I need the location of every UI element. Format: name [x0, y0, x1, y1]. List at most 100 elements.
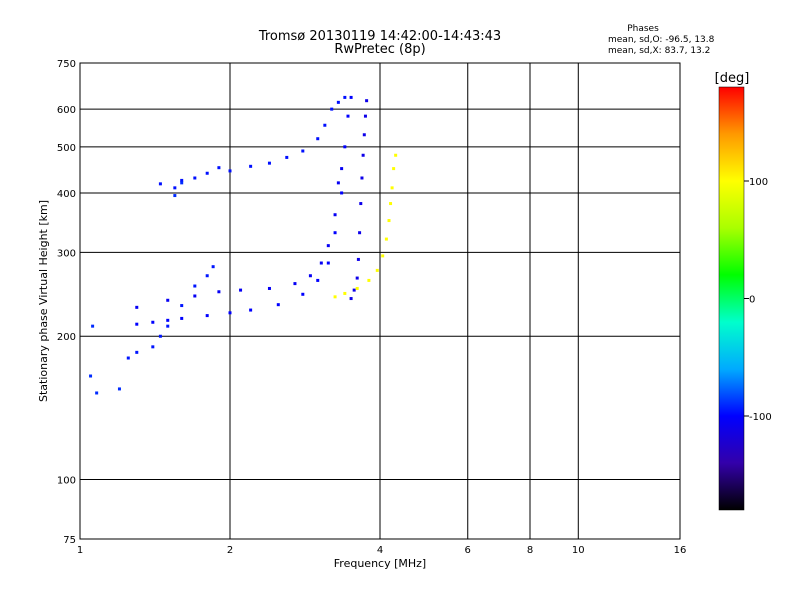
data-point	[343, 95, 347, 99]
data-point	[173, 194, 177, 198]
data-point	[293, 282, 297, 286]
y-tick-label: 100	[57, 476, 76, 487]
x-axis-ticks: 1 2 4 6 8 10 16	[77, 545, 687, 556]
data-point	[135, 305, 139, 309]
data-point	[333, 213, 337, 217]
data-point	[384, 237, 388, 241]
data-point	[359, 202, 363, 206]
colorbar-label: [deg]	[715, 71, 750, 86]
data-point	[117, 387, 121, 391]
data-point	[330, 107, 334, 111]
data-point	[361, 153, 365, 157]
data-point	[392, 167, 396, 171]
data-point	[211, 265, 215, 269]
data-point	[151, 345, 155, 349]
data-point	[249, 164, 253, 168]
grid-lines	[80, 63, 680, 539]
y-tick-label: 600	[57, 105, 76, 116]
y-tick-label: 300	[57, 248, 76, 259]
y-tick-label: 75	[63, 535, 76, 546]
data-point	[193, 294, 197, 298]
data-point	[363, 114, 367, 118]
data-point	[326, 244, 330, 248]
data-point	[336, 181, 340, 185]
chart-header: Tromsø 20130119 14:42:00-14:43:43 RwPret…	[258, 29, 501, 57]
x-tick-label: 1	[77, 545, 83, 556]
data-point	[180, 316, 184, 320]
data-point	[390, 186, 394, 190]
data-point	[166, 318, 170, 322]
x-tick-label: 8	[527, 545, 533, 556]
x-axis-label: Frequency [MHz]	[334, 557, 426, 570]
data-point	[228, 311, 232, 315]
data-point	[362, 133, 366, 137]
data-point	[135, 322, 139, 326]
data-point	[151, 320, 155, 324]
x-tick-label: 10	[572, 545, 585, 556]
data-point	[340, 167, 344, 171]
y-tick-label: 200	[57, 332, 76, 343]
data-point	[308, 274, 312, 278]
data-point	[349, 297, 353, 301]
stats-title: Phases	[627, 24, 659, 34]
data-point	[319, 261, 323, 265]
data-point	[355, 276, 359, 280]
data-point	[333, 295, 337, 299]
data-point	[336, 100, 340, 104]
x-tick-label: 2	[227, 545, 233, 556]
data-point	[91, 324, 95, 328]
data-point	[394, 153, 398, 157]
data-point	[276, 303, 280, 307]
data-point	[205, 314, 209, 318]
data-point	[301, 292, 305, 296]
data-point	[158, 182, 162, 186]
data-point	[193, 284, 197, 288]
data-point	[387, 219, 391, 223]
phase-stats: Phases mean, sd,O: -96.5, 13.8 mean, sd,…	[608, 24, 715, 56]
data-point	[217, 166, 221, 170]
data-point	[89, 374, 93, 378]
data-point	[365, 99, 369, 103]
stats-line-x: mean, sd,X: 83.7, 13.2	[608, 46, 710, 56]
data-point	[205, 274, 209, 278]
data-point	[239, 288, 243, 292]
data-point	[228, 169, 232, 173]
data-point	[343, 145, 347, 149]
data-point	[126, 356, 130, 360]
y-axis-label: Stationary phase Virtual Height [km]	[37, 200, 50, 402]
data-point	[95, 391, 99, 395]
data-point	[301, 149, 305, 153]
colorbar-tick-label: 100	[749, 177, 768, 188]
data-point	[267, 286, 271, 290]
data-point	[180, 304, 184, 308]
data-point	[360, 176, 364, 180]
x-tick-label: 4	[377, 545, 383, 556]
data-point	[158, 334, 162, 338]
colorbar-tick-label: -100	[749, 412, 772, 423]
data-point	[166, 298, 170, 302]
y-tick-label: 500	[57, 143, 76, 154]
data-point	[389, 202, 393, 206]
data-point	[193, 176, 197, 180]
chart-subtitle: RwPretec (8p)	[334, 42, 425, 57]
data-point	[285, 155, 289, 159]
data-point	[375, 268, 379, 272]
data-point	[346, 114, 350, 118]
data-point	[326, 261, 330, 265]
data-point	[323, 123, 327, 127]
data-point	[180, 178, 184, 182]
data-point	[381, 254, 385, 258]
chart-title: Tromsø 20130119 14:42:00-14:43:43	[258, 29, 501, 44]
data-point	[316, 137, 320, 141]
data-point	[249, 308, 253, 312]
colorbar-tick-label: 0	[749, 295, 755, 306]
colorbar-gradient	[718, 86, 745, 511]
data-point	[173, 186, 177, 190]
stats-line-o: mean, sd,O: -96.5, 13.8	[608, 35, 715, 45]
data-point	[349, 95, 353, 99]
data-point	[217, 290, 221, 294]
x-tick-label: 16	[674, 545, 687, 556]
data-point	[333, 231, 337, 235]
data-point	[356, 257, 360, 261]
